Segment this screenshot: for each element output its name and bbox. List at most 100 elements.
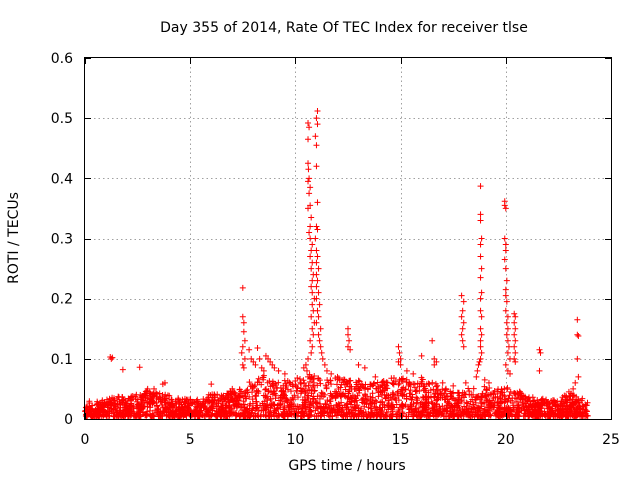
data-point (383, 391, 390, 398)
data-point (449, 407, 456, 414)
data-point (389, 403, 396, 410)
x-tick-label: 25 (602, 432, 620, 448)
data-point (403, 376, 410, 383)
data-point (536, 367, 543, 374)
data-point (408, 396, 415, 403)
data-point (512, 358, 519, 365)
data-point (307, 337, 314, 344)
data-point (477, 337, 484, 344)
data-point (154, 409, 161, 416)
data-point (395, 358, 402, 365)
data-point (220, 404, 227, 411)
data-point (325, 403, 332, 410)
data-point (239, 343, 246, 350)
data-point (458, 398, 465, 405)
data-point (153, 395, 160, 402)
data-point (305, 166, 312, 173)
data-point (331, 388, 338, 395)
data-point (267, 395, 274, 402)
data-point (442, 396, 449, 403)
data-point (246, 393, 253, 400)
data-point (194, 403, 201, 410)
data-point (205, 391, 212, 398)
data-point (410, 370, 417, 377)
data-point (265, 388, 272, 395)
data-point (343, 381, 350, 388)
data-point (239, 361, 246, 368)
data-point (494, 398, 501, 405)
data-point (121, 404, 128, 411)
data-point (422, 411, 429, 418)
data-point (501, 202, 508, 209)
data-points (82, 107, 591, 420)
data-point (222, 395, 229, 402)
data-point (227, 409, 234, 416)
data-point (532, 406, 539, 413)
data-point (303, 401, 310, 408)
data-point (313, 399, 320, 406)
data-point (297, 375, 304, 382)
data-point (176, 399, 183, 406)
data-point (427, 387, 434, 394)
axis-ticks (85, 58, 612, 420)
data-point (99, 404, 106, 411)
data-point (485, 391, 492, 398)
data-point (320, 403, 327, 410)
data-point (512, 313, 519, 320)
data-point (256, 379, 263, 386)
data-point (215, 400, 222, 407)
data-point (216, 410, 223, 417)
data-point (492, 410, 499, 417)
data-point (407, 406, 414, 413)
data-point (348, 383, 355, 390)
data-point (484, 404, 491, 411)
data-point (412, 388, 419, 395)
data-point (140, 409, 147, 416)
data-point (146, 388, 153, 395)
data-point (475, 361, 482, 368)
data-point (134, 396, 141, 403)
data-point (422, 400, 429, 407)
data-point (505, 343, 512, 350)
data-point (149, 399, 156, 406)
data-point (249, 396, 256, 403)
data-point (367, 412, 374, 419)
data-point (313, 142, 320, 149)
data-point (384, 413, 391, 420)
data-point (334, 409, 341, 416)
data-point (443, 413, 450, 420)
data-point (435, 386, 442, 393)
data-point (521, 403, 528, 410)
data-point (327, 413, 334, 420)
data-point (378, 408, 385, 415)
data-point (443, 386, 450, 393)
data-point (127, 406, 134, 413)
data-point (501, 235, 508, 242)
data-point (313, 271, 320, 278)
data-point (238, 388, 245, 395)
data-point (395, 407, 402, 414)
data-point (305, 205, 312, 212)
data-point (580, 402, 587, 409)
data-point (513, 395, 520, 402)
data-point (228, 396, 235, 403)
data-point (207, 406, 214, 413)
data-point (315, 331, 322, 338)
data-point (254, 345, 261, 352)
data-point (483, 386, 490, 393)
data-point (334, 373, 341, 380)
data-point (164, 400, 171, 407)
data-point (317, 413, 324, 420)
data-point (272, 395, 279, 402)
data-point (316, 377, 323, 384)
data-point (193, 408, 200, 415)
data-point (429, 379, 436, 386)
data-point (142, 392, 149, 399)
data-point (362, 381, 369, 388)
data-point (305, 178, 312, 185)
data-point (504, 367, 511, 374)
data-point (300, 377, 307, 384)
data-point (477, 295, 484, 302)
data-point (574, 331, 581, 338)
data-point (309, 277, 316, 284)
